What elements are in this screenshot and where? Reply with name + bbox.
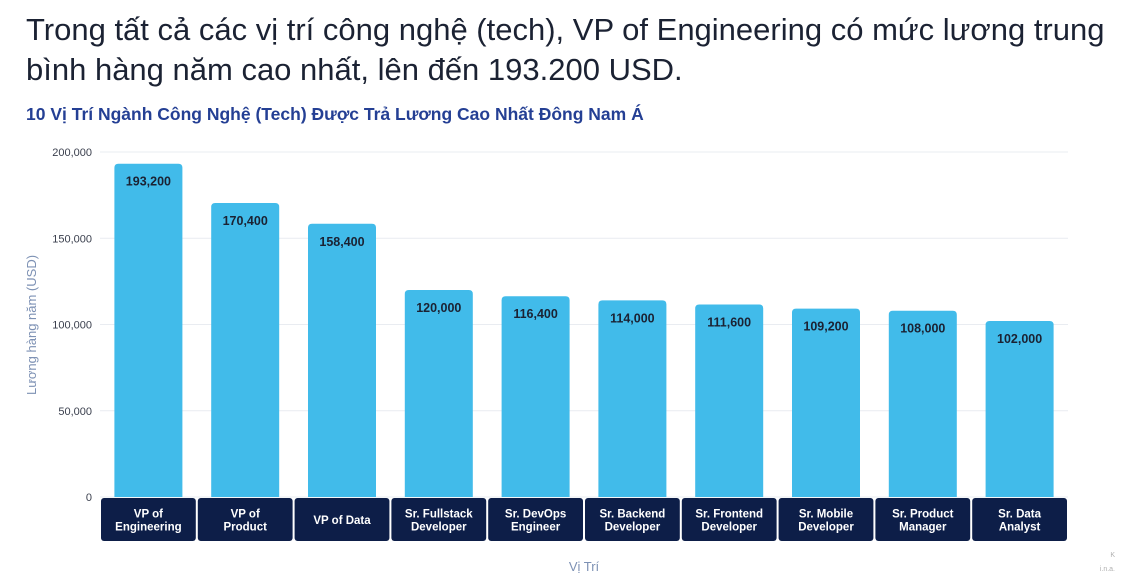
category-box [391, 498, 487, 541]
bar-value-label: 109,200 [803, 320, 848, 334]
bar-value-label: 116,400 [513, 307, 558, 321]
bar [792, 308, 860, 497]
category-box [875, 498, 971, 541]
category-label: Manager [899, 522, 947, 534]
bar [114, 163, 183, 498]
category-box [488, 498, 583, 541]
category-label: Sr. Backend [599, 509, 665, 521]
bar [501, 296, 570, 497]
category-box [294, 498, 390, 541]
category-label: Sr. Product [892, 509, 954, 521]
category-label: VP of Data [313, 515, 371, 527]
chart-title: 10 Vị Trí Ngành Công Nghệ (Tech) Được Tr… [26, 104, 644, 124]
y-tick-label: 0 [86, 492, 92, 504]
bar-value-label: 120,000 [416, 301, 461, 315]
category-box [681, 498, 777, 541]
bar-value-label: 111,600 [707, 315, 751, 329]
category-label: VP of [134, 509, 163, 521]
y-tick-label: 200,000 [52, 147, 92, 159]
category-box [101, 498, 196, 541]
bar-value-label: 193,200 [126, 175, 171, 189]
category-label: Sr. Mobile [799, 509, 853, 521]
bar [598, 300, 667, 497]
y-axis-title: Lương hàng năm (USD) [24, 255, 39, 395]
bar-value-label: 158,400 [319, 235, 364, 249]
bar-value-label: 108,000 [900, 322, 945, 336]
corner-mark-bottom: i.n.a. [1099, 566, 1115, 573]
headline: Trong tất cả các vị trí công nghệ (tech)… [26, 12, 1105, 87]
category-label: Product [223, 522, 267, 534]
bar [985, 321, 1054, 497]
category-label: Analyst [999, 522, 1041, 534]
x-axis-title: Vị Trí [569, 559, 600, 574]
category-box [972, 498, 1067, 541]
category-label: Engineering [115, 522, 181, 534]
category-label: VP of [231, 509, 260, 521]
y-tick-label: 100,000 [52, 320, 92, 332]
y-tick-label: 150,000 [52, 233, 92, 245]
corner-mark-top: K [1110, 552, 1115, 559]
bars: 193,200 170,400 158,400 120,000 116,400 114,0… [114, 163, 1054, 498]
category-box [585, 498, 680, 541]
bar-value-label: 114,000 [610, 311, 655, 325]
bar [211, 203, 280, 497]
bar [695, 304, 764, 497]
bar-value-label: 170,400 [223, 214, 268, 228]
bar [404, 290, 473, 497]
y-tick-label: 50,000 [58, 406, 92, 418]
bar-value-label: 102,000 [997, 332, 1042, 346]
category-label: Sr. Data [998, 509, 1041, 521]
category-label: Developer [411, 522, 467, 534]
category-label: Engineer [511, 522, 561, 534]
category-label: Sr. DevOps [505, 509, 566, 521]
category-label: Developer [605, 522, 661, 534]
category-label: Sr. Frontend [695, 509, 763, 521]
category-box [778, 498, 874, 541]
bar [888, 310, 957, 497]
category-label: Developer [701, 522, 757, 534]
y-axis-ticks: 0 50,000 100,000 150,000 200,000 [52, 147, 92, 504]
category-label: Sr. Fullstack [405, 509, 473, 521]
category-box [197, 498, 293, 541]
bar [308, 223, 376, 497]
category-label: Developer [798, 522, 854, 534]
